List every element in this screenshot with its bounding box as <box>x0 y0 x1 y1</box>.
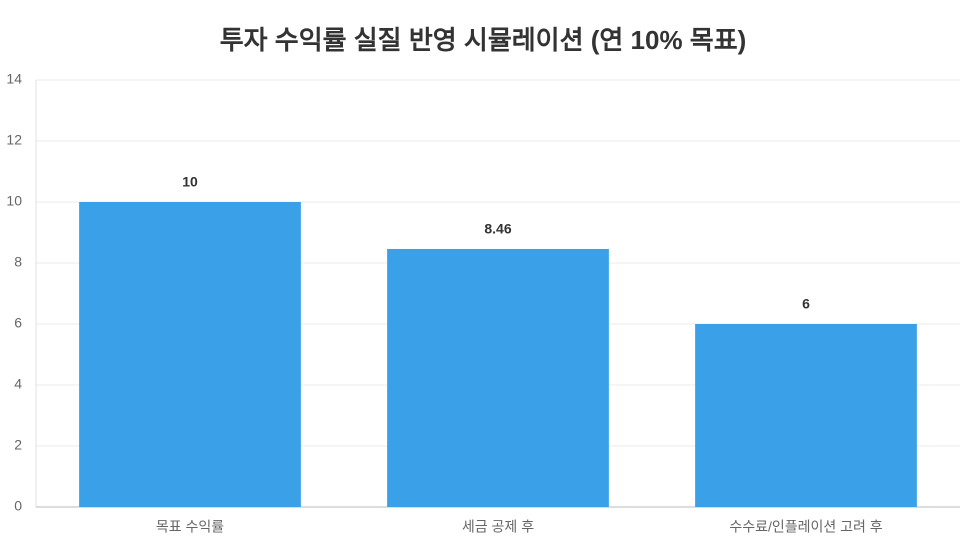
y-tick-label: 2 <box>14 437 22 453</box>
x-tick-label: 수수료/인플레이션 고려 후 <box>729 519 882 535</box>
y-tick-label: 14 <box>6 71 22 87</box>
bar <box>695 324 917 507</box>
value-label: 10 <box>182 174 198 190</box>
chart-title: 투자 수익률 실질 반영 시뮬레이션 (연 10% 목표) <box>220 25 747 55</box>
y-tick-label: 6 <box>14 315 22 331</box>
y-tick-label: 4 <box>14 376 22 392</box>
y-tick-label: 0 <box>14 498 22 514</box>
value-label: 8.46 <box>484 221 511 237</box>
x-tick-label: 목표 수익률 <box>156 519 224 535</box>
bar <box>79 202 301 507</box>
y-tick-label: 12 <box>6 132 22 148</box>
bar <box>387 248 609 507</box>
x-tick-label: 세금 공제 후 <box>462 519 534 535</box>
y-tick-label: 10 <box>6 193 22 209</box>
value-label: 6 <box>802 296 810 312</box>
y-tick-label: 8 <box>14 254 22 270</box>
